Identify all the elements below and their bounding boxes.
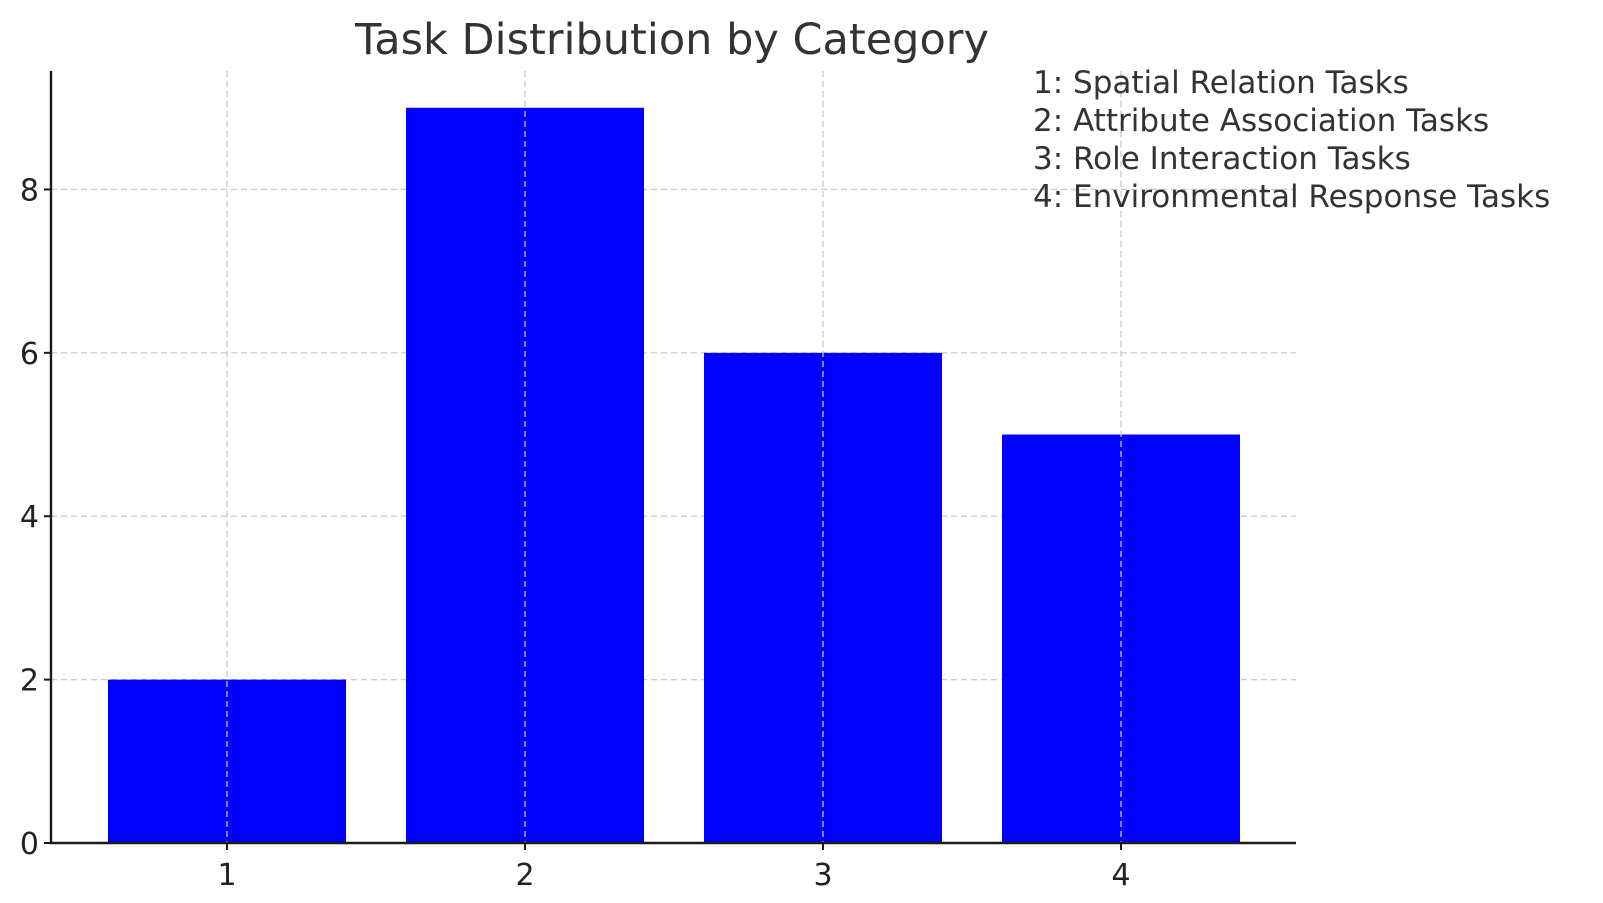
y-tick-label-2: 2 [20, 664, 39, 699]
grid-lines [51, 188, 1296, 681]
bars [108, 107, 1240, 843]
legend-entry-2: 2: Attribute Association Tasks [1033, 103, 1489, 139]
x-tick-label-4: 4 [1111, 858, 1130, 893]
x-tick-label-1: 1 [217, 858, 236, 893]
legend-entry-1: 1: Spatial Relation Tasks [1033, 65, 1409, 101]
y-tick-label-6: 6 [20, 337, 39, 372]
y-tick-label-4: 4 [20, 500, 39, 535]
tick-labels: 0 2 4 6 8 1 2 3 4 [20, 173, 1131, 893]
y-tick-label-8: 8 [20, 173, 39, 208]
y-tick-label-0: 0 [20, 827, 39, 862]
legend-entry-4: 4: Environmental Response Tasks [1033, 179, 1550, 215]
legend-entry-3: 3: Role Interaction Tasks [1033, 141, 1411, 177]
x-tick-label-3: 3 [813, 858, 832, 893]
chart-title: Task Distribution by Category [354, 15, 989, 65]
x-tick-label-2: 2 [515, 858, 534, 893]
axes [44, 71, 1296, 850]
vertical-grid-lines [226, 71, 1122, 843]
